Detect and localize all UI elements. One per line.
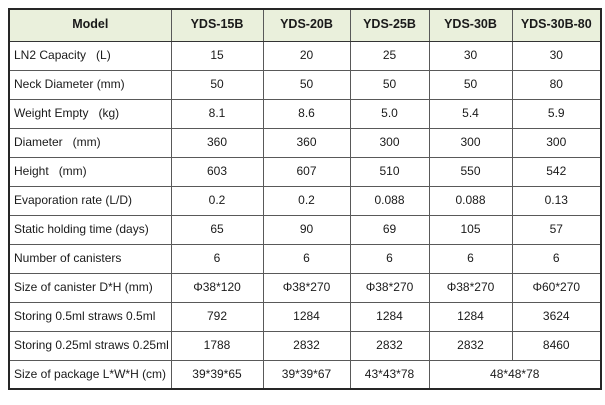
cell-value: 6: [428, 243, 513, 274]
column-header-yds-30b-80: YDS-30B-80: [511, 8, 602, 42]
cell-value: 1788: [170, 330, 264, 361]
cell-value: 1284: [262, 301, 351, 332]
cell-value: 39*39*67: [262, 359, 351, 390]
cell-value: 8.1: [170, 98, 264, 129]
cell-value: 1284: [428, 301, 513, 332]
cell-value: 792: [170, 301, 264, 332]
column-header-yds-15b: YDS-15B: [170, 8, 264, 42]
table-row-static-holding-time: Static holding time (days) 65 90 69 105 …: [8, 214, 602, 245]
cell-value: 300: [511, 127, 602, 158]
cell-value: 360: [262, 127, 351, 158]
cell-value: 90: [262, 214, 351, 245]
row-label: Size of canister D*H (mm): [8, 272, 172, 303]
cell-value: 6: [349, 243, 430, 274]
cell-value-merged: 48*48*78: [428, 359, 602, 390]
table-row-storing-025ml-straws: Storing 0.25ml straws 0.25ml 1788 2832 2…: [8, 330, 602, 361]
table-row-diameter: Diameter (mm) 360 360 300 300 300: [8, 127, 602, 158]
cell-value: 30: [511, 40, 602, 71]
cell-value: 105: [428, 214, 513, 245]
cell-value: 43*43*78: [349, 359, 430, 390]
cell-value: 1284: [349, 301, 430, 332]
cell-value: 360: [170, 127, 264, 158]
cell-value: 2832: [262, 330, 351, 361]
cell-value: 0.2: [170, 185, 264, 216]
cell-value: 6: [511, 243, 602, 274]
cell-value: 5.4: [428, 98, 513, 129]
cell-value: Φ38*270: [262, 272, 351, 303]
cell-value: Φ38*120: [170, 272, 264, 303]
cell-value: 607: [262, 156, 351, 187]
cell-value: 8460: [511, 330, 602, 361]
row-label: Static holding time (days): [8, 214, 172, 245]
table-row-size-of-canister: Size of canister D*H (mm) Φ38*120 Φ38*27…: [8, 272, 602, 303]
cell-value: 3624: [511, 301, 602, 332]
cell-value: 69: [349, 214, 430, 245]
cell-value: 300: [349, 127, 430, 158]
cell-value: 0.088: [428, 185, 513, 216]
table-row-height: Height (mm) 603 607 510 550 542: [8, 156, 602, 187]
table-row-size-of-package: Size of package L*W*H (cm) 39*39*65 39*3…: [8, 359, 602, 390]
row-label: Storing 0.5ml straws 0.5ml: [8, 301, 172, 332]
table-row-number-of-canisters: Number of canisters 6 6 6 6 6: [8, 243, 602, 274]
cell-value: 0.2: [262, 185, 351, 216]
cell-value: 39*39*65: [170, 359, 264, 390]
row-label: Height (mm): [8, 156, 172, 187]
row-label: Number of canisters: [8, 243, 172, 274]
cell-value: 57: [511, 214, 602, 245]
cell-value: 6: [170, 243, 264, 274]
row-label: Storing 0.25ml straws 0.25ml: [8, 330, 172, 361]
cell-value: 80: [511, 69, 602, 100]
cell-value: 300: [428, 127, 513, 158]
cell-value: 6: [262, 243, 351, 274]
table-row-storing-05ml-straws: Storing 0.5ml straws 0.5ml 792 1284 1284…: [8, 301, 602, 332]
row-label: LN2 Capacity (L): [8, 40, 172, 71]
row-label: Diameter (mm): [8, 127, 172, 158]
column-header-yds-30b: YDS-30B: [428, 8, 513, 42]
column-header-model: Model: [8, 8, 172, 42]
header-row: Model YDS-15B YDS-20B YDS-25B YDS-30B YD…: [8, 8, 602, 42]
row-label: Size of package L*W*H (cm): [8, 359, 172, 390]
column-header-yds-25b: YDS-25B: [349, 8, 430, 42]
table-row-weight-empty: Weight Empty (kg) 8.1 8.6 5.0 5.4 5.9: [8, 98, 602, 129]
row-label: Neck Diameter (mm): [8, 69, 172, 100]
cell-value: 603: [170, 156, 264, 187]
column-header-yds-20b: YDS-20B: [262, 8, 351, 42]
cell-value: 542: [511, 156, 602, 187]
table-row-ln2-capacity: LN2 Capacity (L) 15 20 25 30 30: [8, 40, 602, 71]
cell-value: 0.13: [511, 185, 602, 216]
cell-value: 8.6: [262, 98, 351, 129]
cell-value: 5.9: [511, 98, 602, 129]
cell-value: 30: [428, 40, 513, 71]
cell-value: 2832: [349, 330, 430, 361]
cell-value: 0.088: [349, 185, 430, 216]
cell-value: 50: [349, 69, 430, 100]
cell-value: 20: [262, 40, 351, 71]
row-label: Evaporation rate (L/D): [8, 185, 172, 216]
cell-value: 50: [170, 69, 264, 100]
cell-value: 50: [428, 69, 513, 100]
table-row-evaporation-rate: Evaporation rate (L/D) 0.2 0.2 0.088 0.0…: [8, 185, 602, 216]
row-label: Weight Empty (kg): [8, 98, 172, 129]
table-row-neck-diameter: Neck Diameter (mm) 50 50 50 50 80: [8, 69, 602, 100]
cell-value: 50: [262, 69, 351, 100]
cell-value: 65: [170, 214, 264, 245]
cell-value: Φ60*270: [511, 272, 602, 303]
cell-value: 5.0: [349, 98, 430, 129]
cell-value: 510: [349, 156, 430, 187]
cell-value: 550: [428, 156, 513, 187]
cell-value: 25: [349, 40, 430, 71]
cell-value: Φ38*270: [428, 272, 513, 303]
cell-value: 15: [170, 40, 264, 71]
spec-table: Model YDS-15B YDS-20B YDS-25B YDS-30B YD…: [8, 8, 602, 390]
cell-value: 2832: [428, 330, 513, 361]
cell-value: Φ38*270: [349, 272, 430, 303]
